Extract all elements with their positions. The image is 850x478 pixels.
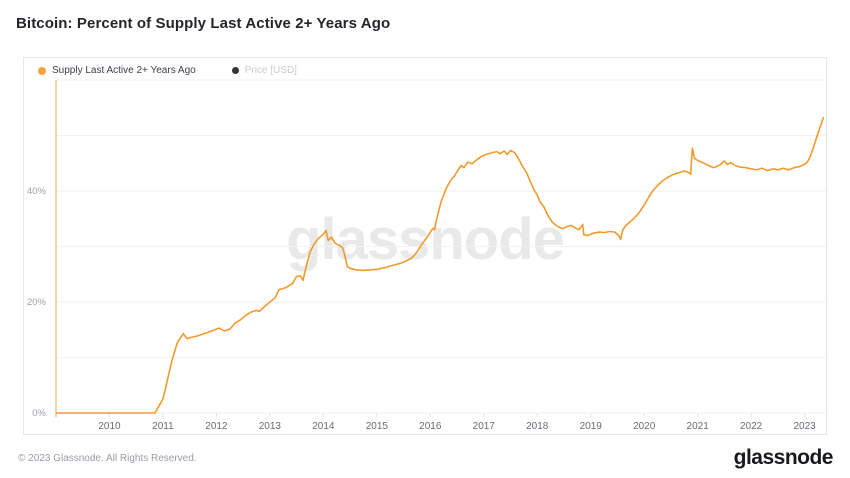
x-axis-label: 2022 bbox=[740, 421, 763, 432]
glassnode-logo: glassnode bbox=[733, 446, 834, 469]
chart-card: Supply Last Active 2+ Years Ago Price [U… bbox=[23, 57, 827, 435]
chart-area[interactable]: 2010 2011 2012 2013 2014 2015 2016 2017 2018 2019… bbox=[24, 58, 826, 434]
supply-series-line bbox=[55, 116, 825, 414]
legend-item-price[interactable]: Price [USD] bbox=[231, 65, 297, 76]
chart-legend: Supply Last Active 2+ Years Ago Price [U… bbox=[38, 65, 297, 76]
x-axis-label: 2017 bbox=[473, 421, 496, 432]
x-axis-label: 2014 bbox=[312, 421, 335, 432]
x-axis-label: 2019 bbox=[580, 421, 603, 432]
legend-item-label: Price [USD] bbox=[244, 65, 297, 76]
footer: © 2023 Glassnode. All Rights Reserved. g… bbox=[0, 441, 850, 475]
copyright-text: © 2023 Glassnode. All Rights Reserved. bbox=[18, 452, 197, 464]
x-axis-label: 2023 bbox=[793, 421, 816, 432]
x-axis-label: 2018 bbox=[526, 421, 549, 432]
y-axis-label: 0% bbox=[32, 408, 46, 419]
x-axis-label: 2010 bbox=[98, 421, 121, 432]
legend-item-supply[interactable]: Supply Last Active 2+ Years Ago bbox=[38, 65, 196, 76]
x-axis-label: 2015 bbox=[366, 421, 389, 432]
supply-series-dot-icon bbox=[38, 66, 46, 75]
x-axis-label: 2013 bbox=[259, 421, 282, 432]
x-axis-label: 2016 bbox=[419, 421, 442, 432]
y-axis-label: 40% bbox=[27, 186, 47, 197]
legend-item-label: Supply Last Active 2+ Years Ago bbox=[52, 65, 196, 76]
x-axis-label: 2020 bbox=[633, 421, 656, 432]
x-axis-label: 2012 bbox=[205, 421, 228, 432]
x-axis-label: 2021 bbox=[687, 421, 710, 432]
page-title: Bitcoin: Percent of Supply Last Active 2… bbox=[16, 15, 391, 32]
x-axis-label: 2011 bbox=[152, 421, 174, 432]
price-series-dot-icon bbox=[231, 67, 239, 74]
y-axis-label: 20% bbox=[27, 297, 47, 308]
